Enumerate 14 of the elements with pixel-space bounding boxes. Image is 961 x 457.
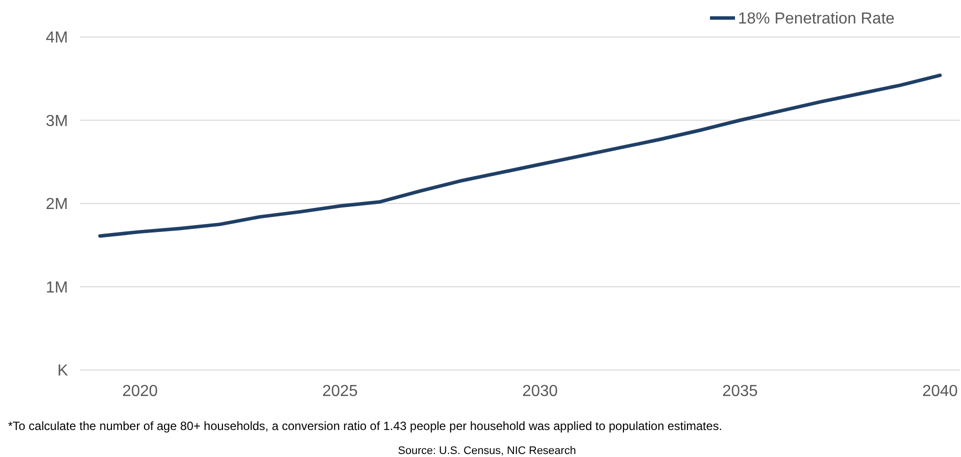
x-tick-label: 2040 (922, 383, 958, 400)
y-tick-label: K (57, 362, 68, 380)
source-note: Source: U.S. Census, NIC Research (398, 445, 576, 457)
y-tick-label: 4M (46, 30, 68, 47)
x-tick-label: 2035 (722, 383, 758, 400)
legend-label: 18% Penetration Rate (738, 10, 895, 28)
x-tick-label: 2020 (122, 383, 158, 400)
y-tick-label: 2M (46, 196, 68, 214)
y-tick-label: 1M (46, 279, 68, 296)
line-series (98, 74, 942, 238)
y-tick-label: 3M (46, 112, 68, 130)
x-tick-label: 2030 (522, 383, 558, 400)
text: *To calculate the number of age 80+ households, a conversion ratio of 1.43 people per household was applied to population estimates. (8, 419, 722, 433)
x-tick-label: 2025 (322, 383, 358, 400)
